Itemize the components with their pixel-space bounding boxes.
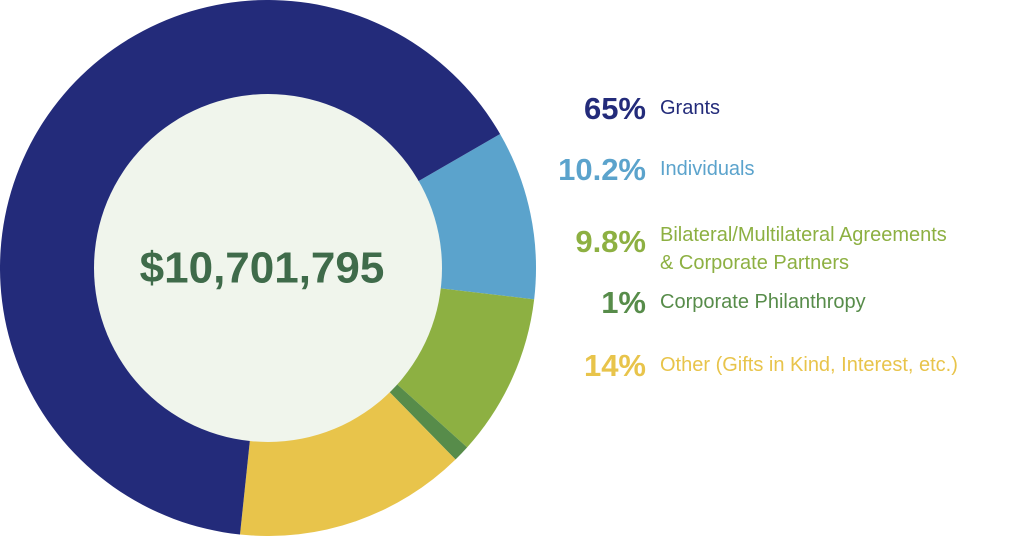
donut-center <box>94 94 442 442</box>
legend-label: Individuals <box>660 158 755 180</box>
legend-item-other: 14% Other (Gifts in Kind, Interest, etc.… <box>540 349 1029 383</box>
total-amount-label: $10,701,795 <box>140 244 385 293</box>
legend-item-grants: 65% Grants <box>540 92 1029 126</box>
legend-label-line-1: Bilateral/Multilateral Agreements <box>660 224 947 246</box>
legend-label: Grants <box>660 97 721 119</box>
legend-percent: 1% <box>601 285 646 320</box>
legend-label-line-2: & Corporate Partners <box>660 252 849 274</box>
legend-percent: 10.2% <box>558 152 646 187</box>
legend-percent: 14% <box>583 348 646 383</box>
donut-chart: $10,701,795 <box>0 0 537 536</box>
legend-item-individuals: 10.2% Individuals <box>540 153 1029 187</box>
legend-label: Other (Gifts in Kind, Interest, etc.) <box>660 354 958 376</box>
legend-label: Corporate Philanthropy <box>660 291 866 313</box>
legend-percent: 65% <box>583 91 646 126</box>
legend: 65% Grants 10.2% Individuals 9.8% Bilate… <box>540 0 1029 536</box>
legend-percent: 9.8% <box>575 224 646 259</box>
legend-item-bilateral: 9.8% Bilateral/Multilateral Agreements &… <box>540 219 1029 277</box>
legend-item-corporate-philanthropy: 1% Corporate Philanthropy <box>540 286 1029 320</box>
